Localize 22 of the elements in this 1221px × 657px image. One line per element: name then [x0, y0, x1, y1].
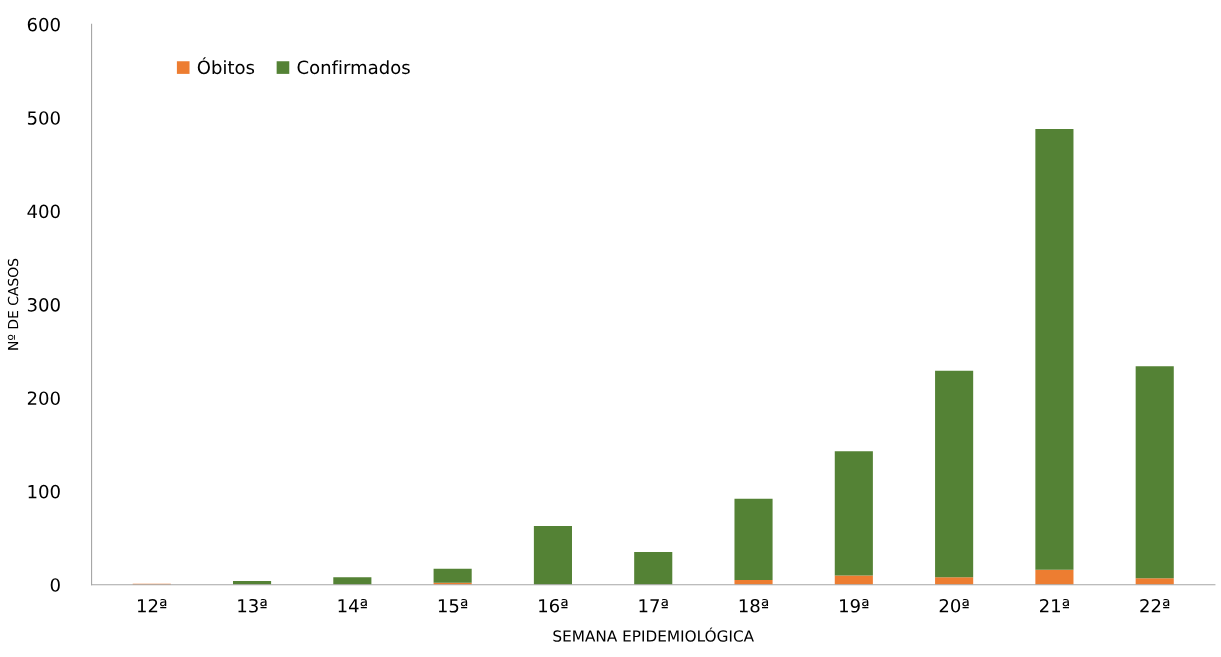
x-tick-label: 16ª [539, 598, 568, 613]
x-tick-label: 18ª [739, 598, 769, 613]
x-tick-label: 17ª [639, 598, 668, 613]
x-tick-label: 22ª [1140, 598, 1170, 613]
x-tick-label: 14ª [338, 598, 367, 613]
y-tick-label: 500 [27, 111, 60, 125]
y-tick-label: 100 [28, 484, 60, 499]
y-axis-title: Nº DE CASOS [7, 258, 19, 350]
y-tick-label: 300 [27, 297, 60, 312]
legend-label: Óbitos [197, 57, 255, 75]
x-tick-label: 21ª [1040, 598, 1069, 613]
y-tick-label: 200 [27, 391, 60, 406]
x-axis-title: SEMANA EPIDEMIOLÓGICA [553, 627, 754, 642]
y-tick-label: 600 [27, 17, 60, 32]
x-tick-label: 13ª [238, 598, 267, 613]
y-tick-label: 0 [50, 578, 60, 592]
legend-label: Confirmados [297, 60, 410, 75]
x-tick-label: 12ª [137, 598, 167, 613]
x-tick-label: 19ª [840, 598, 869, 613]
x-tick-label: 20ª [939, 598, 969, 613]
y-tick-label: 400 [27, 204, 60, 219]
x-tick-label: 15ª [438, 598, 468, 613]
